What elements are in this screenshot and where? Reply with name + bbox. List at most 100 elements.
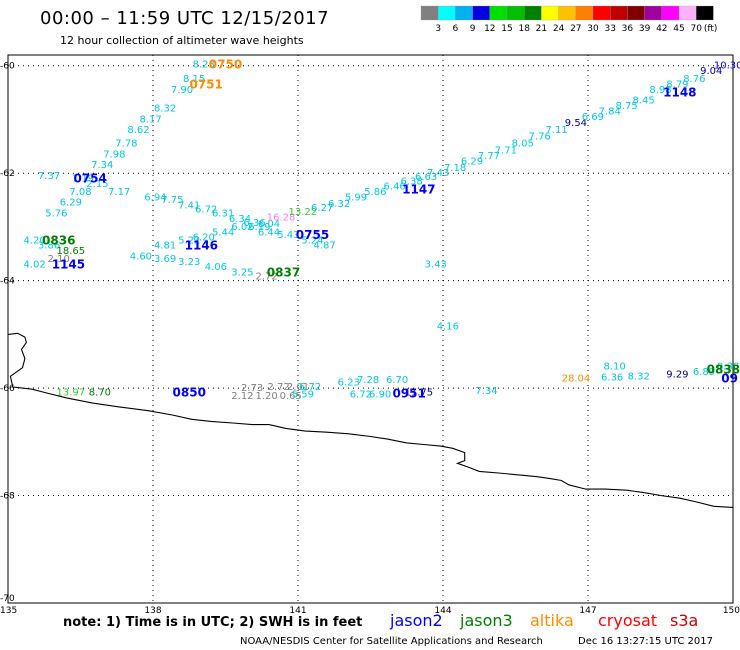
pass-time-label: 0754 — [73, 172, 106, 186]
pass-time-label: 0836 — [42, 233, 75, 247]
wave-height-value: 7.17 — [108, 187, 130, 198]
wave-height-value: 5.43 — [277, 230, 299, 241]
graticule — [8, 55, 733, 603]
wave-height-value: 9.54 — [565, 118, 587, 129]
legend-value-label: 39 — [639, 24, 651, 34]
wave-height-value: 8.17 — [139, 114, 161, 125]
latitude-label: -66 — [0, 384, 15, 394]
legend-value-label: 33 — [604, 24, 615, 34]
pass-time-label: 0850 — [173, 385, 206, 399]
wave-height-value: 9.04 — [700, 66, 722, 77]
wave-height-value: 8.15 — [183, 74, 205, 85]
wave-height-value: 7.90 — [171, 85, 193, 96]
credit-line: NOAA/NESDIS Center for Satellite Applica… — [240, 636, 543, 647]
legend-value-label: 18 — [518, 24, 530, 34]
satellite-altika-label: altika — [530, 611, 574, 630]
wave-height-value: 7.76 — [529, 132, 551, 143]
wave-height-value: 6.29 — [461, 156, 483, 167]
wave-height-value: 2.10 — [48, 254, 70, 265]
wave-height-value: 6.72 — [350, 390, 372, 401]
wave-height-value: 7.08 — [69, 187, 91, 198]
wave-height-value: 2.12 — [231, 391, 253, 402]
antarctic-coastline — [7, 332, 734, 508]
pass-time-label: 1148 — [663, 86, 696, 100]
wave-height-value: 7.37 — [38, 171, 60, 182]
wave-height-value: 7.84 — [599, 106, 621, 117]
latitude-label: -70 — [0, 594, 15, 604]
legend-value-label: 42 — [656, 24, 667, 34]
latitude-labels: -60 -62 -64 -66 -68 -70 — [0, 62, 15, 604]
wave-height-value: 8.23 — [193, 60, 215, 71]
wave-height-value: 3.25 — [231, 268, 253, 279]
wave-height-value: 8.98 — [649, 85, 671, 96]
longitude-label: 138 — [144, 606, 161, 616]
satellite-cryosat-label: cryosat — [598, 611, 657, 630]
wave-height-value: 6.90 — [369, 390, 391, 401]
pass-time-label: 09 — [721, 371, 738, 385]
wave-height-value: 7.78 — [115, 139, 137, 150]
wave-height-value: 6.02 — [231, 222, 253, 233]
legend-swatch — [489, 5, 508, 21]
pass-time-label: 0750 — [209, 58, 242, 72]
wave-height-value: 16.28 — [267, 212, 296, 223]
wave-height-value: 6.19 — [248, 222, 270, 233]
wave-height-value: 4.60 — [130, 251, 152, 262]
wave-height-value: 13.97 — [57, 387, 86, 398]
satellite-jason2-label: jason2 — [389, 611, 443, 630]
wave-height-value: 6.34 — [229, 214, 251, 225]
wave-height-value: 6.44 — [258, 227, 280, 238]
legend-value-label: 27 — [570, 24, 581, 34]
legend-swatch — [661, 5, 680, 21]
latitude-label: -60 — [0, 62, 15, 72]
wave-height-value: 3.23 — [178, 257, 200, 268]
satellite-legend: jason2 jason3 altika cryosat s3a — [389, 611, 698, 630]
wave-height-value: 18.65 — [57, 246, 86, 257]
wave-height-value: 6.29 — [60, 198, 82, 209]
wave-height-value: 8.05 — [512, 139, 534, 150]
wave-height-value: 6.04 — [258, 219, 280, 230]
wave-height-legend: 3 6 9 12 15 18 21 24 27 30 33 36 39 42 45 70 (ft) — [420, 5, 717, 34]
wave-height-value: 0.65 — [280, 391, 302, 402]
wave-height-value: 6.72 — [299, 382, 321, 393]
legend-swatch — [696, 5, 714, 21]
wave-height-value: 5.24 — [301, 235, 323, 246]
legend-swatch — [592, 5, 611, 21]
wave-height-value: 8.32 — [628, 371, 650, 382]
wave-height-value: 2.15 — [86, 179, 108, 190]
wave-height-value: 2.72 — [268, 382, 290, 393]
wave-height-value: 11.75 — [405, 387, 434, 398]
legend-value-label: 21 — [536, 24, 547, 34]
wave-height-value: 7.34 — [475, 386, 497, 397]
wave-height-value: 8.10 — [603, 362, 625, 373]
satellite-s3a-label: s3a — [670, 611, 698, 630]
wave-height-value: 8.70 — [89, 387, 111, 398]
wave-height-value: 6.36 — [243, 218, 265, 229]
legend-value-label: 3 — [435, 24, 441, 34]
wave-height-value: 8.75 — [616, 101, 638, 112]
wave-height-value: 2.01 — [287, 382, 309, 393]
legend-swatch — [627, 5, 645, 21]
generated-timestamp: Dec 16 13:27:15 UTC 2017 — [578, 636, 713, 647]
legend-swatch — [678, 5, 697, 21]
legend-value-label: 9 — [470, 24, 476, 34]
wave-height-value: 2.73 — [241, 383, 263, 394]
legend-swatch — [438, 5, 456, 21]
wave-height-observations: 8.238.157.908.328.178.627.787.987.347.37… — [23, 60, 740, 402]
wave-height-value: 7.11 — [545, 125, 567, 136]
legend-value-label: 15 — [501, 24, 512, 34]
wave-height-value: 6.38 — [400, 176, 422, 187]
legend-swatch — [472, 5, 490, 21]
wave-height-value: 4.81 — [154, 241, 176, 252]
wave-height-value: 6.32 — [328, 199, 350, 210]
wave-height-value: 8.79 — [666, 80, 688, 91]
pass-time-label: 0951 — [392, 386, 425, 400]
wave-height-value: 7.71 — [495, 146, 517, 157]
wave-height-value: 4.16 — [437, 321, 459, 332]
wave-height-value: 2.72 — [255, 271, 277, 282]
wave-height-value: 3.69 — [154, 254, 176, 265]
legend-value-label: 6 — [453, 24, 459, 34]
legend-swatch — [610, 5, 628, 21]
longitude-label: 141 — [289, 606, 306, 616]
map-title: 00:00 – 11:59 UTC 12/15/2017 — [40, 8, 329, 29]
map-frame — [7, 54, 734, 604]
